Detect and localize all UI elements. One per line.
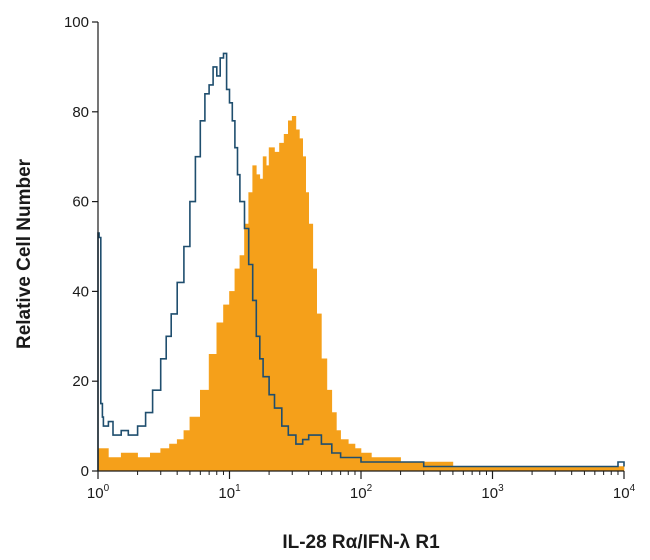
histogram-series-outline (97, 52, 625, 471)
y-tick-label: 100 (64, 14, 89, 31)
y-ticks: 0 20 40 60 80 100 (64, 14, 98, 480)
x-tick-label: 101 (218, 483, 241, 502)
x-axis-title: IL-28 Rα/IFN-λ R1 (282, 532, 440, 553)
y-tick-label: 0 (81, 463, 89, 480)
y-tick-label: 40 (72, 283, 89, 300)
x-tick-label: 100 (87, 483, 110, 502)
x-tick-label: 104 (613, 483, 636, 502)
y-axis-title: Relative Cell Number (14, 158, 35, 349)
x-tick-label: 103 (481, 483, 504, 502)
x-tick-label: 102 (350, 483, 373, 502)
plot-marks (97, 52, 625, 472)
y-tick-label: 60 (72, 194, 89, 211)
x-ticks: 100 101 102 103 104 (87, 471, 636, 502)
y-tick-label: 20 (72, 373, 89, 390)
histogram-series-filled (97, 116, 625, 472)
y-tick-label: 80 (72, 104, 89, 121)
